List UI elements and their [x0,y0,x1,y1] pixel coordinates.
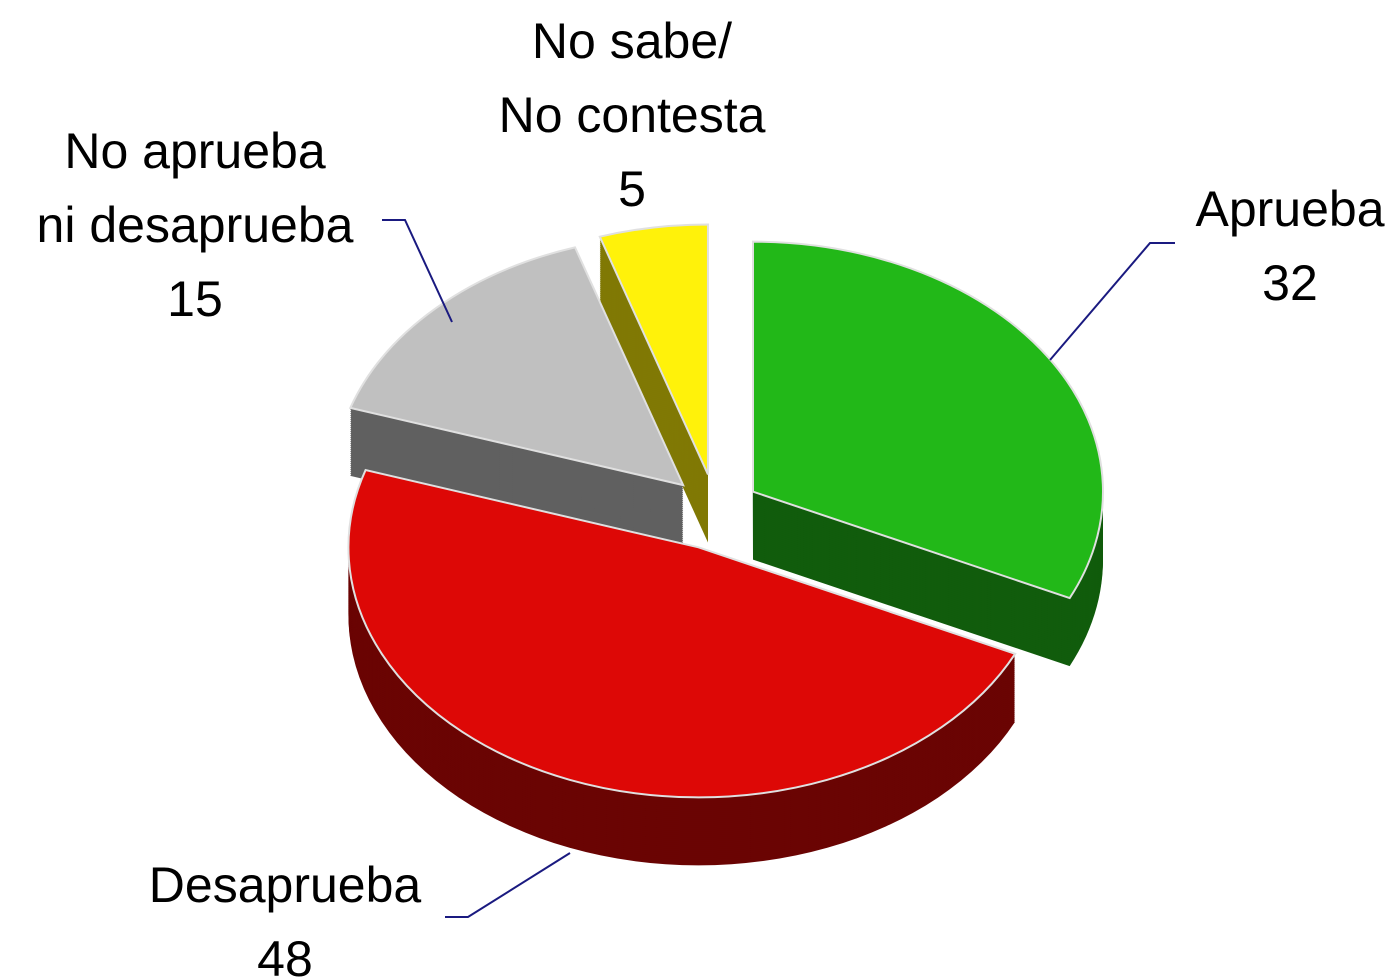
value-label: 48 [257,931,313,979]
value-label: 32 [1262,255,1318,311]
pie-slice [347,468,1017,799]
value-label: 15 [167,271,223,327]
slice-label: No sabe/ No contesta 5 [499,4,766,226]
category-label: Desaprueba [148,857,422,913]
slices [347,223,1104,866]
category-label: No aprueba ni desaprueba [36,123,354,253]
value-label: 5 [618,161,646,217]
slice-label: No aprueba ni desaprueba 15 [37,114,354,336]
slice-label: Desaprueba 48 [149,848,421,979]
category-label: Aprueba [1195,181,1385,237]
category-label: No sabe/ No contesta [498,13,766,143]
slice-label: Aprueba 32 [1195,172,1384,320]
leader-lines [382,219,1175,918]
leader-line [1049,242,1175,361]
pie-slice [348,246,685,487]
pie-slice [751,240,1104,600]
leader-line [382,219,453,323]
pie-slice [598,223,709,475]
leader-line [445,852,571,918]
